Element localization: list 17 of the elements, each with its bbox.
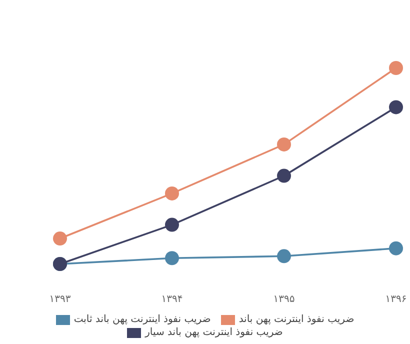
- point: [389, 61, 403, 75]
- point: [277, 137, 291, 152]
- point: [389, 100, 403, 114]
- point: [165, 218, 179, 232]
- point: [277, 249, 291, 264]
- point: [53, 232, 67, 246]
- legend-label: ضریب نفوذ اینترنت پهن باند: [238, 314, 354, 325]
- point: [165, 186, 179, 200]
- point: [389, 241, 403, 256]
- point: [165, 251, 179, 266]
- x-tick-label: ۱۳۹۴: [161, 294, 183, 305]
- legend-label: ضریب نفوذ اینترنت پهن باند سیار: [145, 327, 283, 338]
- point: [277, 168, 291, 183]
- legend-label: ضریب نفوذ اینترنت پهن باند ثابت: [74, 314, 211, 325]
- x-tick-label: ۱۳۹۳: [49, 294, 72, 305]
- x-tick-label: ۱۳۹۶: [385, 294, 407, 305]
- x-tick-label: ۱۳۹۵: [273, 294, 295, 305]
